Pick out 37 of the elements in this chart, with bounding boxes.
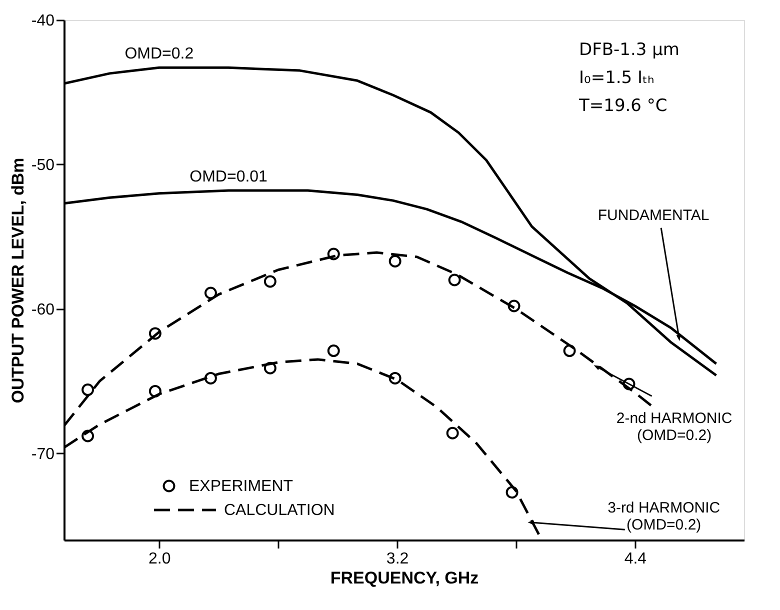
legend-label: EXPERIMENT (189, 478, 294, 495)
annotation: T=19.6 °C (578, 96, 668, 116)
point (508, 300, 520, 312)
point (82, 384, 94, 396)
y-tick-label: -50 (31, 156, 55, 174)
x-axis-title: FREQUENCY, GHz (330, 568, 479, 588)
point (264, 362, 276, 374)
x-tick-label: 4.4 (624, 550, 647, 568)
annotation: I₀=1.5 Iₜₕ (579, 68, 654, 88)
point (446, 426, 459, 440)
point (388, 254, 402, 268)
point (622, 378, 636, 390)
point (148, 384, 162, 398)
point (82, 430, 94, 442)
annotation: DFB-1.3 μm (579, 40, 680, 60)
y-tick-label: -40 (31, 12, 55, 30)
series-label: OMD=0.01 (190, 168, 268, 186)
point (148, 327, 162, 340)
point (563, 344, 576, 358)
point (388, 372, 402, 384)
point (448, 274, 461, 286)
point (327, 248, 340, 260)
annotation: FUNDAMENTAL (598, 206, 710, 224)
x-tick-label: 2.0 (148, 550, 171, 568)
y-tick-label: -70 (31, 446, 55, 463)
point (506, 486, 518, 499)
point (204, 286, 217, 300)
series-label: OMD=0.2 (124, 46, 194, 63)
point (204, 372, 217, 384)
y-axis-title: OUTPUT POWER LEVEL, dBm (8, 158, 28, 404)
legend-label: CALCULATION (224, 502, 335, 519)
point (327, 344, 340, 358)
annotation: 2-nd HARMONIC (OMD=0.2) (616, 410, 732, 444)
x-tick-label: 3.2 (386, 550, 409, 568)
point (264, 275, 276, 288)
y-tick-label: -60 (31, 301, 55, 318)
annotation: 3-rd HARMONIC (OMD=0.2) (608, 500, 720, 534)
